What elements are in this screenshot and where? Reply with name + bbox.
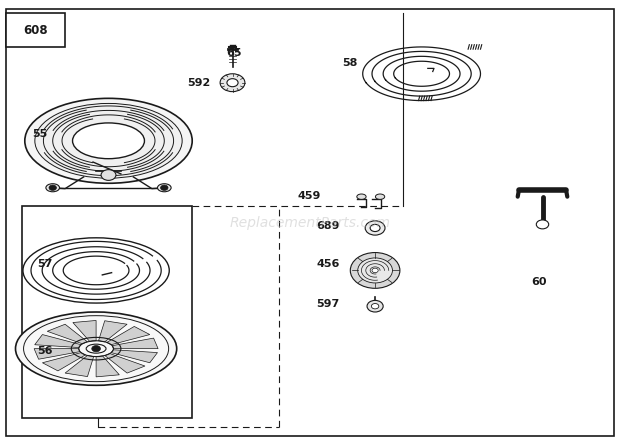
Circle shape xyxy=(101,170,116,180)
Circle shape xyxy=(371,304,379,309)
Polygon shape xyxy=(73,320,96,342)
Text: 58: 58 xyxy=(343,59,358,68)
Polygon shape xyxy=(107,326,150,345)
Text: 608: 608 xyxy=(24,24,48,37)
Polygon shape xyxy=(96,356,119,377)
Circle shape xyxy=(372,268,378,273)
Polygon shape xyxy=(47,324,87,344)
Ellipse shape xyxy=(35,103,182,178)
Circle shape xyxy=(367,300,383,312)
Circle shape xyxy=(220,74,245,92)
Polygon shape xyxy=(112,338,158,349)
Ellipse shape xyxy=(46,184,60,192)
Ellipse shape xyxy=(25,98,192,183)
Polygon shape xyxy=(65,355,94,376)
Ellipse shape xyxy=(16,312,177,385)
Ellipse shape xyxy=(376,194,384,199)
Bar xyxy=(6,13,65,47)
Circle shape xyxy=(370,224,380,232)
Text: 55: 55 xyxy=(33,129,48,139)
Polygon shape xyxy=(99,321,127,342)
Polygon shape xyxy=(35,334,81,348)
Text: 592: 592 xyxy=(187,78,211,88)
Text: 689: 689 xyxy=(316,221,340,231)
Text: 57: 57 xyxy=(37,259,52,269)
Ellipse shape xyxy=(357,194,366,199)
Ellipse shape xyxy=(157,184,171,192)
Circle shape xyxy=(49,185,56,190)
Text: 459: 459 xyxy=(298,191,321,201)
Circle shape xyxy=(358,258,392,283)
Circle shape xyxy=(161,185,168,190)
Circle shape xyxy=(92,346,100,352)
Circle shape xyxy=(227,79,238,87)
Circle shape xyxy=(536,220,549,229)
Ellipse shape xyxy=(73,123,144,159)
Text: 65: 65 xyxy=(226,48,242,58)
Polygon shape xyxy=(42,353,86,371)
Text: 597: 597 xyxy=(317,299,340,309)
Text: 456: 456 xyxy=(316,259,340,269)
Polygon shape xyxy=(111,350,157,363)
Text: ReplacementParts.com: ReplacementParts.com xyxy=(229,216,391,231)
Polygon shape xyxy=(34,349,80,359)
Bar xyxy=(22,206,192,418)
Circle shape xyxy=(365,221,385,235)
Circle shape xyxy=(350,253,400,288)
Text: 60: 60 xyxy=(531,277,547,287)
Text: 56: 56 xyxy=(37,346,52,356)
Polygon shape xyxy=(105,354,145,373)
